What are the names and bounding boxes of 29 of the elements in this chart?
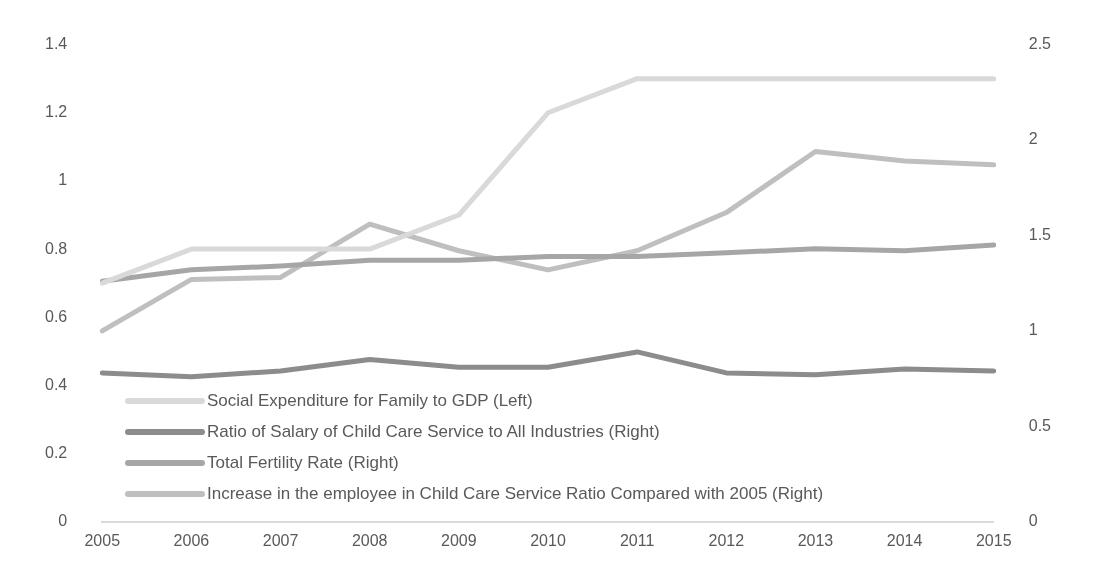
- x-tick-label: 2015: [975, 531, 1012, 549]
- y-tick-label: 0.2: [44, 444, 68, 462]
- legend-label: Social Expenditure for Family to GDP (Left): [207, 390, 533, 411]
- y2-tick-label: 1: [1028, 321, 1038, 339]
- x-tick-label: 2008: [351, 531, 388, 549]
- y-tick-label: 0.8: [44, 239, 68, 257]
- x-tick-label: 2010: [530, 531, 566, 549]
- x-tick-label: 2011: [619, 531, 655, 549]
- y2-tick-label: 0.5: [1028, 416, 1052, 434]
- y-tick-label: 0.6: [44, 307, 68, 325]
- x-tick-label: 2014: [886, 531, 923, 549]
- legend-label: Increase in the employee in Child Care Service Ratio Compared with 2005 (Right): [207, 483, 824, 504]
- x-tick-label: 2009: [441, 531, 477, 549]
- legend-label: Ratio of Salary of Child Care Service to All Industries (Right): [207, 421, 660, 442]
- y2-tick-label: 2: [1028, 130, 1038, 148]
- y2-tick-label: 2.5: [1028, 35, 1052, 53]
- x-tick-label: 2006: [173, 531, 210, 549]
- y2-tick-label: 0: [1028, 512, 1038, 530]
- x-tick-label: 2007: [262, 531, 299, 549]
- x-tick-label: 2013: [797, 531, 834, 549]
- y-tick-label: 1.2: [44, 103, 68, 121]
- y-tick-label: 0.4: [44, 375, 68, 393]
- y-tick-label: 1: [58, 171, 68, 189]
- legend-label: Total Fertility Rate (Right): [207, 452, 399, 473]
- x-tick-label: 2012: [708, 531, 745, 549]
- x-tick-label: 2005: [84, 531, 121, 549]
- y2-tick-label: 1.5: [1028, 225, 1052, 243]
- y-tick-label: 1.4: [44, 35, 68, 53]
- y-tick-label: 0: [58, 512, 68, 530]
